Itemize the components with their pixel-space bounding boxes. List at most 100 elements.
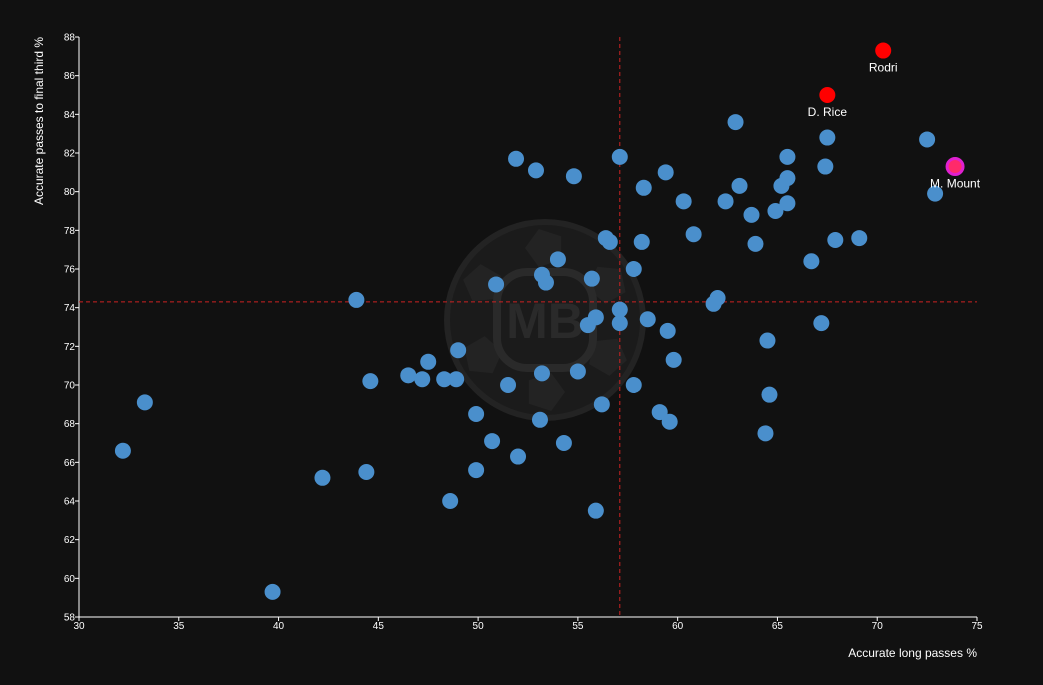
scatter-point — [747, 235, 764, 252]
scatter-point — [555, 435, 572, 451]
scatter-point — [468, 462, 485, 479]
y-tick-label: 58 — [64, 613, 76, 624]
scatter-point — [757, 425, 774, 442]
scatter-point — [779, 148, 796, 165]
scatter-point — [779, 170, 796, 187]
scatter-point — [819, 129, 836, 146]
scatter-point — [358, 464, 375, 480]
scatter-point — [508, 150, 525, 167]
scatter-point — [436, 371, 453, 388]
scatter-point — [611, 148, 628, 165]
y-tick-label: 78 — [64, 226, 76, 237]
scatter-point — [420, 353, 437, 370]
scatter-point — [549, 251, 566, 268]
scatter-point — [803, 253, 820, 270]
scatter-point — [500, 377, 517, 393]
watermark-panel — [528, 373, 565, 411]
y-tick-label: 64 — [64, 497, 76, 508]
scatter-point — [611, 315, 628, 332]
scatter-point — [531, 411, 548, 428]
watermark-panel — [463, 264, 501, 302]
scatter-point — [400, 367, 417, 384]
scatter-point — [727, 114, 744, 131]
scatter-point — [587, 309, 604, 326]
scatter-point — [565, 168, 582, 185]
watermark-panel — [589, 338, 627, 376]
scatter-point — [651, 404, 668, 421]
scatter-point — [717, 193, 734, 210]
x-tick-label: 55 — [572, 621, 584, 632]
scatter-point — [625, 377, 642, 393]
scatter-point — [488, 276, 505, 293]
scatter-point — [767, 203, 784, 219]
focus-point — [945, 157, 965, 177]
scatter-point — [657, 164, 674, 181]
scatter-point — [919, 131, 936, 148]
scatter-point — [527, 162, 544, 179]
scatter-point — [468, 406, 485, 422]
scatter-point — [639, 311, 656, 328]
y-tick-label: 84 — [64, 110, 76, 121]
y-tick-label: 72 — [64, 342, 76, 353]
scatter-point — [927, 185, 944, 202]
player-label: M. Mount — [930, 177, 981, 191]
y-tick-label: 80 — [64, 187, 76, 198]
scatter-point — [264, 583, 281, 600]
scatter-point — [633, 233, 650, 250]
y-tick-label: 88 — [64, 33, 76, 44]
y-tick-label: 62 — [64, 535, 76, 546]
y-tick-label: 60 — [64, 574, 76, 585]
scatter-point — [827, 232, 844, 248]
scatter-point — [611, 301, 628, 318]
x-axis-label: Accurate long passes % — [848, 646, 977, 660]
point-labels: Rodri D. Rice M. Mount — [808, 61, 981, 191]
scatter-point — [442, 493, 459, 509]
scatter-point — [817, 158, 834, 175]
scatter-point — [569, 363, 586, 380]
scatter-point — [743, 206, 760, 223]
y-tick-label: 86 — [64, 71, 76, 82]
scatter-point — [537, 274, 554, 291]
scatter-point — [635, 179, 652, 196]
scatter-point — [450, 342, 467, 359]
y-axis-label: Accurate passes to final third % — [32, 37, 46, 205]
scatter-point — [851, 230, 868, 247]
scatter-point — [779, 195, 796, 212]
x-tick-label: 35 — [173, 621, 185, 632]
scatter-point — [761, 386, 778, 403]
x-tick-label: 70 — [872, 621, 884, 632]
highlighted-point — [819, 87, 836, 103]
scatter-point — [625, 261, 642, 277]
y-tick-label: 74 — [64, 303, 76, 314]
y-tick-label: 66 — [64, 458, 76, 469]
scatter-point — [314, 469, 331, 486]
data-points — [114, 42, 965, 600]
highlighted-point — [875, 42, 892, 59]
scatter-point — [362, 373, 379, 390]
scatter-point — [813, 315, 830, 332]
scatter-point — [587, 502, 604, 519]
player-label: Rodri — [869, 61, 898, 75]
scatter-point — [661, 413, 678, 430]
scatter-point — [709, 290, 726, 306]
y-tick-label: 82 — [64, 149, 76, 160]
scatter-point — [731, 177, 748, 194]
y-tick-label: 76 — [64, 265, 76, 276]
scatter-point — [136, 394, 153, 411]
x-tick-label: 30 — [73, 621, 85, 632]
scatter-point — [665, 351, 682, 368]
player-label: D. Rice — [808, 105, 848, 119]
scatter-point — [114, 442, 131, 459]
x-tick-label: 75 — [971, 621, 983, 632]
watermark-panel — [464, 336, 503, 374]
scatter-point — [593, 396, 610, 413]
scatter-point — [348, 291, 365, 308]
x-tick-label: 60 — [672, 621, 684, 632]
scatter-point — [484, 433, 501, 450]
y-tick-label: 70 — [64, 381, 76, 392]
scatter-point — [583, 270, 600, 287]
scatter-point — [414, 371, 431, 388]
y-tick-label: 68 — [64, 419, 76, 430]
